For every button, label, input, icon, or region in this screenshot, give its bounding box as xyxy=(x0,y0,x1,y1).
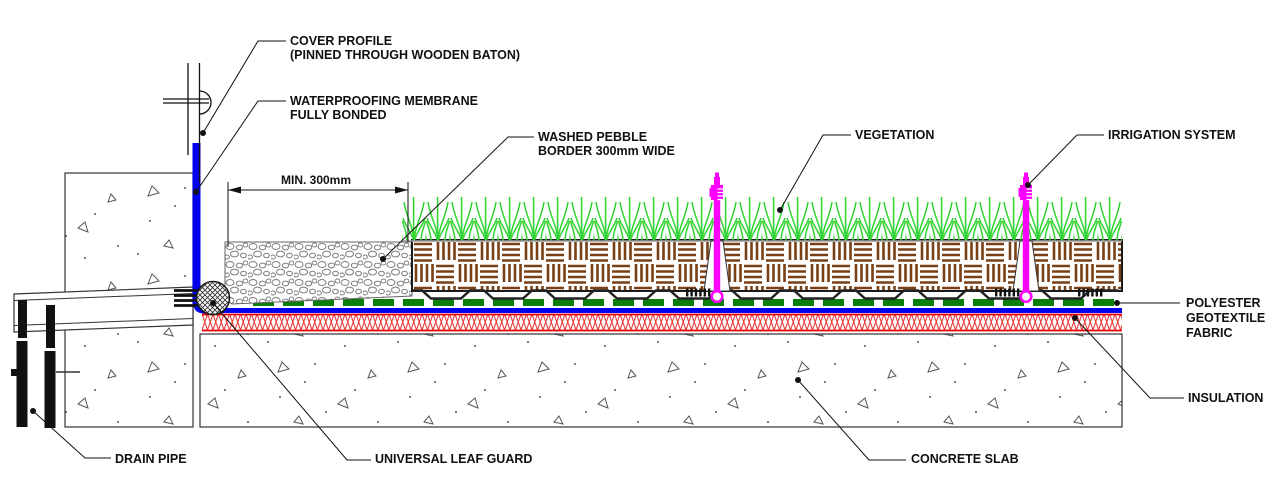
label-washed-pebble-2: BORDER 300mm WIDE xyxy=(538,144,675,158)
pebble-border xyxy=(224,241,413,305)
label-polyester-3: FABRIC xyxy=(1186,326,1233,340)
substrate-layer xyxy=(411,239,1123,300)
drainage-board-profile xyxy=(412,289,1118,300)
label-universal-leaf-guard: UNIVERSAL LEAF GUARD xyxy=(375,452,532,466)
leaf-guard xyxy=(174,280,231,316)
drain-outlet-channel xyxy=(13,286,194,333)
label-waterproofing-1: WATERPROOFING MEMBRANE xyxy=(290,94,478,108)
label-polyester-2: GEOTEXTILE xyxy=(1186,311,1265,325)
insulation-layer xyxy=(202,313,1122,332)
drain-pipe-vertical xyxy=(11,300,80,428)
label-insulation: INSULATION xyxy=(1188,391,1263,405)
concrete-slab xyxy=(199,333,1123,428)
annotations: COVER PROFILE (PINNED THROUGH WOODEN BAT… xyxy=(115,34,1265,466)
vegetation-grass xyxy=(402,197,1122,242)
label-cover-profile-2: (PINNED THROUGH WOODEN BATON) xyxy=(290,48,520,62)
label-washed-pebble-1: WASHED PEBBLE xyxy=(538,130,647,144)
label-cover-profile-1: COVER PROFILE xyxy=(290,34,392,48)
label-vegetation: VEGETATION xyxy=(855,128,934,142)
dimension-min-300: MIN. 300mm xyxy=(227,173,409,247)
dimension-text: MIN. 300mm xyxy=(281,173,351,187)
label-waterproofing-2: FULLY BONDED xyxy=(290,108,387,122)
leader-lines xyxy=(30,40,1184,461)
cover-profile xyxy=(163,63,212,183)
label-irrigation-system: IRRIGATION SYSTEM xyxy=(1108,128,1236,142)
label-concrete-slab: CONCRETE SLAB xyxy=(911,452,1019,466)
label-polyester-1: POLYESTER xyxy=(1186,296,1261,310)
label-drain-pipe: DRAIN PIPE xyxy=(115,452,187,466)
